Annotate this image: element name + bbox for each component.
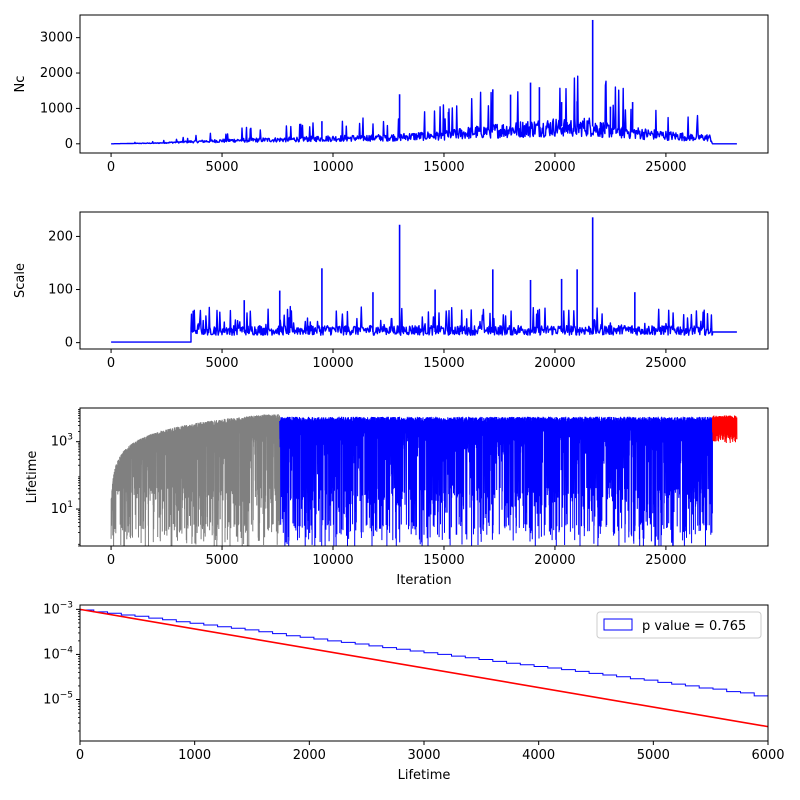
- axes-3: 0 1000 2000 3000 4000 5000 6000 10−5 10−4 10−3 Lif…: [43, 600, 784, 783]
- y-axis-label: Scale: [13, 263, 28, 298]
- x-tick-label: 4000: [522, 748, 555, 763]
- series-line-nc: [110, 75, 737, 145]
- y-axis-label: Nc: [13, 76, 28, 93]
- x-tick-label: 5000: [637, 748, 670, 763]
- x-tick-label: 15000: [423, 160, 464, 175]
- x-tick-label: 2000: [293, 748, 326, 763]
- y-tick-label: 1000: [40, 101, 73, 116]
- frame-nc: [79, 14, 769, 154]
- legend-swatch: [603, 618, 633, 631]
- x-tick-label: 15000: [423, 553, 464, 568]
- series-burn-in: [110, 414, 281, 546]
- x-tick-label: 25000: [645, 356, 686, 371]
- y-tick-label: 10−4: [43, 645, 73, 662]
- x-tick-label: 0: [107, 553, 115, 568]
- x-tick-label: 10000: [312, 553, 353, 568]
- x-tick-label: 20000: [534, 553, 575, 568]
- legend-label: p value = 0.765: [642, 619, 746, 634]
- axes-1: 0 5000 10000 15000 20000 25000 0 100 200 Scale: [13, 229, 687, 371]
- axes-2: 0 5000 10000 15000 20000 25000 101 103 Lifetime I…: [25, 409, 687, 588]
- x-tick-label: 25000: [645, 553, 686, 568]
- x-tick-label: 10000: [312, 356, 353, 371]
- x-tick-label: 3000: [407, 748, 440, 763]
- y-tick-label: 0: [65, 336, 73, 351]
- histogram-steps: [80, 609, 768, 697]
- x-tick-label: 5000: [205, 356, 238, 371]
- series-main: [279, 416, 714, 546]
- y-tick-label: 200: [48, 229, 73, 244]
- y-tick-label: 2000: [40, 66, 73, 81]
- y-tick-label: 10−3: [43, 600, 73, 617]
- legend: p value = 0.765: [596, 611, 762, 639]
- x-tick-label: 0: [107, 160, 115, 175]
- x-tick-label: 20000: [534, 160, 575, 175]
- y-tick-label: 101: [51, 500, 73, 517]
- y-tick-label: 0: [65, 137, 73, 152]
- frame-scale: [79, 211, 769, 350]
- x-tick-label: 6000: [751, 748, 784, 763]
- x-tick-label: 25000: [645, 160, 686, 175]
- y-axis-label: Lifetime: [25, 451, 40, 504]
- y-tick-label: 103: [51, 433, 73, 450]
- legend-box: [596, 611, 762, 639]
- y-tick-label: 10−5: [43, 691, 73, 708]
- x-axis-label: Iteration: [396, 573, 451, 588]
- y-tick-label: 100: [48, 283, 73, 298]
- axes-0: 0 5000 10000 15000 20000 25000 0 1000 2000 3000 Nc: [13, 31, 687, 175]
- x-tick-label: 5000: [205, 160, 238, 175]
- y-tick-label: 3000: [40, 31, 73, 46]
- x-tick-label: 0: [76, 748, 84, 763]
- series-tail: [712, 415, 738, 444]
- x-tick-label: 15000: [423, 356, 464, 371]
- x-axis-label: Lifetime: [398, 768, 451, 783]
- x-tick-label: 5000: [205, 553, 238, 568]
- series-line-scale: [111, 305, 737, 343]
- x-tick-label: 20000: [534, 356, 575, 371]
- x-tick-label: 1000: [178, 748, 211, 763]
- fit-line: [80, 608, 768, 728]
- x-tick-label: 10000: [312, 160, 353, 175]
- x-tick-label: 0: [107, 356, 115, 371]
